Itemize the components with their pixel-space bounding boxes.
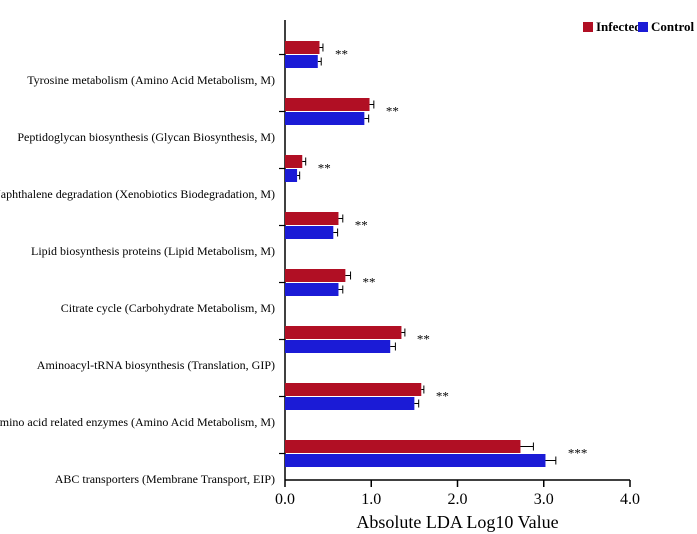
x-tick-label: 4.0: [620, 491, 640, 508]
category-label: Tyrosine metabolism (Amino Acid Metaboli…: [27, 73, 275, 87]
significance-marker: **: [436, 389, 449, 404]
bar-control: [285, 112, 364, 125]
bar-control: [285, 397, 414, 410]
significance-marker: **: [386, 104, 399, 119]
bar-infected: [285, 440, 520, 453]
significance-marker: **: [318, 161, 331, 176]
bar-control: [285, 340, 390, 353]
x-axis-label: Absolute LDA Log10 Value: [356, 512, 558, 532]
bar-infected: [285, 383, 421, 396]
x-tick-label: 2.0: [448, 491, 468, 508]
bar-control: [285, 454, 545, 467]
category-label: ABC transporters (Membrane Transport, EI…: [55, 472, 275, 486]
category-label: Naphthalene degradation (Xenobiotics Bio…: [0, 187, 275, 201]
significance-marker: ***: [568, 446, 588, 461]
bar-control: [285, 226, 333, 239]
bar-control: [285, 55, 318, 68]
legend-swatch: [583, 22, 593, 32]
bar-control: [285, 283, 338, 296]
bar-control: [285, 169, 297, 182]
bar-infected: [285, 41, 320, 54]
category-label: Amino acid related enzymes (Amino Acid M…: [0, 415, 275, 429]
legend-label: Control: [651, 19, 694, 34]
category-label: Lipid biosynthesis proteins (Lipid Metab…: [31, 244, 275, 258]
category-label: Citrate cycle (Carbohydrate Metabolism, …: [61, 301, 275, 315]
x-tick-label: 3.0: [534, 491, 554, 508]
bar-infected: [285, 326, 401, 339]
lda-bar-chart: 0.0 1.0 2.0 3.0 4.0 Absolute LDA Log10 Value *…: [0, 0, 697, 534]
significance-marker: **: [335, 47, 348, 62]
x-tick-label: 0.0: [275, 491, 295, 508]
bar-infected: [285, 155, 302, 168]
bar-infected: [285, 269, 345, 282]
significance-marker: **: [363, 275, 376, 290]
significance-marker: **: [417, 332, 430, 347]
category-label: Peptidoglycan biosynthesis (Glycan Biosy…: [17, 130, 275, 144]
legend-swatch: [638, 22, 648, 32]
legend-label: Infected: [596, 19, 642, 34]
x-tick-label: 1.0: [361, 491, 381, 508]
bar-infected: [285, 212, 338, 225]
category-label: Aminoacyl-tRNA biosynthesis (Translation…: [37, 358, 275, 372]
bar-infected: [285, 98, 370, 111]
significance-marker: **: [355, 218, 368, 233]
